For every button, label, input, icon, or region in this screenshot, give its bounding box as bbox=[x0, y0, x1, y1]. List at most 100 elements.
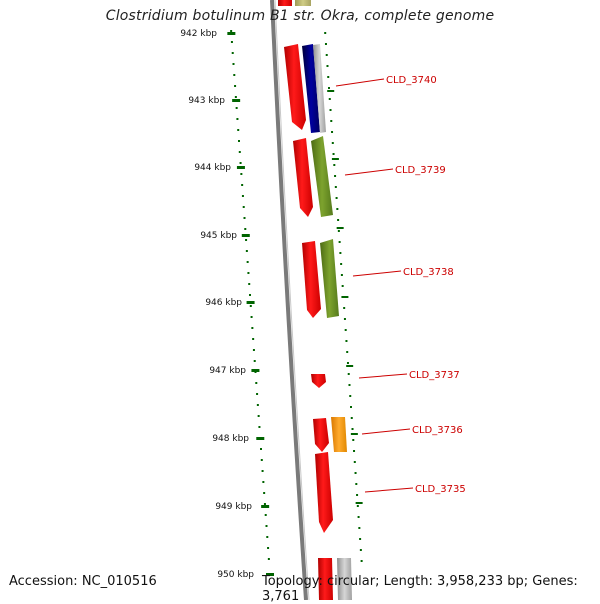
axis-dot bbox=[246, 261, 249, 263]
axis-dot bbox=[258, 426, 261, 428]
axis-dot bbox=[260, 448, 262, 450]
axis-dot bbox=[260, 459, 263, 461]
track-dot bbox=[353, 461, 356, 463]
track-dot bbox=[352, 439, 355, 441]
gene-label[interactable]: CLD_3739 bbox=[395, 165, 446, 176]
gene-arrow-cld3740-gray[interactable] bbox=[313, 44, 326, 133]
axis-tick-label: 949 kbp bbox=[215, 502, 252, 512]
axis-dot bbox=[263, 503, 266, 505]
track-dot bbox=[329, 109, 332, 111]
track-dot bbox=[326, 65, 329, 67]
axis-dot bbox=[264, 514, 267, 516]
axis-dot bbox=[234, 96, 237, 98]
track-dot bbox=[341, 285, 344, 287]
track-dot bbox=[357, 516, 360, 518]
axis-dot bbox=[257, 415, 260, 417]
axis-dot bbox=[263, 492, 266, 494]
gene-labels: CLD_3740 CLD_3739 CLD_3738 CLD_3737 CLD_3736… bbox=[335, 75, 466, 495]
axis-dot bbox=[255, 382, 258, 384]
track-dot bbox=[349, 395, 352, 397]
track-dot bbox=[355, 483, 358, 485]
axis-dot bbox=[238, 140, 240, 142]
gene-arrow-cld3739-red[interactable] bbox=[293, 138, 313, 217]
gene-arrow-bottom-gray[interactable] bbox=[337, 558, 352, 600]
axis-tick-label: 942 kbp bbox=[180, 29, 217, 39]
axis-dot bbox=[233, 74, 236, 76]
track-dot bbox=[343, 307, 346, 309]
track-major-tick bbox=[327, 90, 335, 92]
track-dot bbox=[328, 87, 330, 89]
track-dot bbox=[360, 560, 363, 562]
axis-dot bbox=[261, 470, 264, 472]
axis-major-tick bbox=[236, 166, 245, 169]
track-dot bbox=[337, 219, 340, 221]
gene-arrow-cld3735-red[interactable] bbox=[315, 452, 333, 533]
track-dot bbox=[325, 54, 328, 56]
axis-dot bbox=[232, 63, 235, 65]
track-dot bbox=[359, 549, 362, 551]
axis-dot bbox=[242, 206, 245, 208]
accession-text: Accession: NC_010516 bbox=[9, 574, 157, 589]
page-title: Clostridium botulinum B1 str. Okra, comp… bbox=[105, 8, 495, 24]
track-major-tick bbox=[331, 158, 339, 160]
gene-label[interactable]: CLD_3737 bbox=[409, 370, 460, 381]
track-dot bbox=[337, 230, 340, 232]
gene-arrow-cld3739-olive[interactable] bbox=[311, 136, 333, 217]
axis-tick-label: 945 kbp bbox=[200, 231, 237, 241]
axis-major-tick bbox=[227, 32, 236, 35]
axis-dot bbox=[250, 316, 253, 318]
axis-dot bbox=[248, 283, 251, 285]
axis-dot bbox=[236, 118, 239, 120]
axis-tick-label: 946 kbp bbox=[205, 298, 242, 308]
gene-arrow-bottom-red[interactable] bbox=[318, 558, 333, 600]
gene-arrow-cld3740-red[interactable] bbox=[284, 44, 306, 130]
axis-dot bbox=[241, 195, 244, 197]
axis-dot bbox=[262, 481, 265, 483]
track-dot bbox=[345, 340, 348, 342]
axis-scale: 942 kbp 943 kbp 944 kbp 945 kbp 946 kbp 947 k… bbox=[180, 29, 274, 580]
axis-major-tick bbox=[256, 437, 265, 440]
axis-dot bbox=[240, 173, 243, 175]
track-dot bbox=[330, 120, 333, 122]
axis-dot bbox=[231, 52, 234, 54]
gene-arrow-cld3737-red[interactable] bbox=[311, 374, 326, 388]
axis-major-tick bbox=[251, 369, 260, 372]
axis-tick-label: 950 kbp bbox=[217, 570, 254, 580]
track-dot bbox=[358, 527, 361, 529]
axis-dot bbox=[238, 151, 241, 153]
gene-arrow-cld3740-navy[interactable] bbox=[302, 44, 320, 133]
gene-label[interactable]: CLD_3736 bbox=[412, 425, 463, 436]
axis-dot bbox=[266, 536, 269, 538]
track-major-tick bbox=[336, 227, 344, 229]
gene-label[interactable]: CLD_3740 bbox=[386, 75, 437, 86]
gene-label[interactable]: CLD_3738 bbox=[403, 267, 454, 278]
axis-dot bbox=[245, 239, 248, 241]
axis-dot bbox=[235, 107, 238, 109]
gene-arrow-cld3738-red[interactable] bbox=[302, 241, 321, 318]
track-dot bbox=[346, 351, 349, 353]
gene-arrow-cld3736-orange[interactable] bbox=[331, 417, 347, 452]
label-leader-line bbox=[358, 373, 408, 379]
gene-arrow-top-khaki[interactable] bbox=[295, 0, 311, 6]
track-dot bbox=[331, 142, 334, 144]
track-dot bbox=[356, 505, 359, 507]
axis-major-tick bbox=[246, 301, 255, 304]
gene-arrow-top-red[interactable] bbox=[278, 0, 292, 6]
axis-tick-label: 948 kbp bbox=[212, 434, 249, 444]
axis-major-tick bbox=[241, 234, 250, 237]
track-dot bbox=[324, 43, 327, 45]
axis-major-tick bbox=[266, 573, 274, 576]
axis-dot bbox=[234, 85, 237, 87]
axis-dot bbox=[249, 294, 251, 296]
gene-label[interactable]: CLD_3735 bbox=[415, 484, 466, 495]
axis-dot bbox=[253, 360, 256, 362]
gene-arrow-cld3738-olive[interactable] bbox=[320, 239, 339, 318]
track-major-tick bbox=[341, 296, 349, 298]
track-dot bbox=[340, 263, 343, 265]
track-dot bbox=[350, 417, 353, 419]
axis-dot bbox=[256, 404, 259, 406]
label-leader-line bbox=[361, 428, 411, 435]
axis-dot bbox=[265, 525, 268, 527]
gene-arrow-cld3736-red[interactable] bbox=[313, 418, 329, 452]
track-dot bbox=[331, 131, 334, 133]
